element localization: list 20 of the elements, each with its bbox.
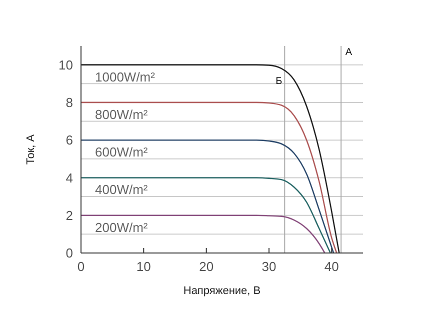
y-tick-label: 0: [66, 246, 73, 261]
y-tick-label: 10: [58, 57, 73, 72]
y-axis-title: Ток, А: [24, 134, 37, 165]
x-tick-label: 10: [136, 259, 151, 274]
series-label: 800W/m²: [95, 106, 148, 122]
y-tick-label: 4: [66, 170, 73, 186]
y-tick-label: 6: [66, 132, 73, 148]
x-axis-title: Напряжение, В: [183, 285, 261, 297]
x-tick-label: 20: [199, 259, 214, 274]
y-tick-label: 2: [66, 208, 73, 223]
ref-line-label: А: [345, 47, 352, 58]
series-label: 200W/m²: [95, 220, 148, 235]
x-tick-label: 0: [77, 259, 85, 274]
x-tick-label: 30: [262, 259, 276, 274]
x-tick-label: 40: [324, 259, 339, 274]
y-tick-label: 8: [66, 95, 73, 110]
series-label: 1000W/m²: [95, 69, 156, 84]
series-label: 600W/m²: [95, 144, 148, 160]
series-label: 400W/m²: [95, 182, 148, 198]
ref-line-label: Б: [276, 76, 283, 88]
